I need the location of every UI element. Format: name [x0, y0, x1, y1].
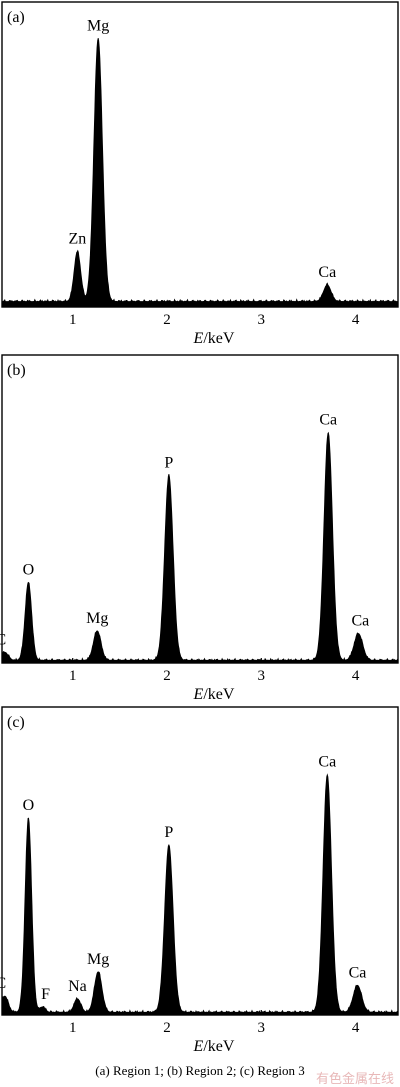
peak-label-o: O [23, 797, 35, 814]
panel-1: 1 2 3 4 E/keV (a) Zn Mg Ca [1, 1, 399, 347]
panel-2: 1 2 3 4 E/keV (b) C O Mg P Ca Ca [0, 354, 399, 703]
peak-label-na: Na [68, 978, 87, 995]
spectrum-trace [1, 773, 399, 1016]
peak-label-mg: Mg [87, 17, 109, 34]
peak-label-mg: Mg [86, 610, 108, 627]
peak-label-ca: Ca [318, 754, 336, 771]
peak-label-zn: Zn [69, 231, 87, 248]
x-tick-label: 4 [352, 668, 360, 684]
x-axis-label-symbol: E [193, 1038, 204, 1055]
x-tick-label: 4 [352, 1020, 360, 1036]
x-tick-label: 3 [258, 312, 266, 328]
figure-caption: (a) Region 1; (b) Region 2; (c) Region 3 [95, 1063, 305, 1078]
x-axis-label: E/keV [193, 1038, 235, 1055]
peak-label-f: F [41, 986, 50, 1003]
x-axis-label-unit: /keV [203, 686, 235, 703]
peak-label-ca: Ca [349, 964, 367, 981]
x-tick-label: 4 [352, 312, 360, 328]
spectrum-trace [1, 431, 399, 664]
x-axis-label-symbol: E [193, 330, 204, 347]
peak-label-p: P [164, 824, 173, 841]
panel-label: (c) [7, 714, 25, 731]
x-axis-label: E/keV [193, 686, 235, 703]
x-tick-label: 1 [69, 1020, 77, 1036]
x-tick-label: 1 [69, 668, 77, 684]
peak-label-ca: Ca [319, 412, 337, 429]
x-axis-label-unit: /keV [203, 330, 235, 347]
peak-label-c: C [0, 631, 6, 648]
x-tick-label: 2 [163, 312, 171, 328]
watermark: 有色金属在线 [315, 1072, 394, 1087]
plot-frame [1, 1, 399, 308]
peak-label-ca: Ca [352, 613, 370, 630]
x-tick-label: 3 [258, 1020, 266, 1036]
x-axis-label: E/keV [193, 330, 235, 347]
peak-label-o: O [23, 562, 35, 579]
peak-label-p: P [164, 454, 173, 471]
x-tick-label: 1 [69, 312, 77, 328]
x-tick-label: 2 [163, 668, 171, 684]
panel-label: (a) [7, 9, 25, 26]
plot-frame [1, 706, 399, 1016]
x-tick-label: 2 [163, 1020, 171, 1036]
x-axis-label-unit: /keV [203, 1038, 235, 1055]
spectrum-trace [1, 38, 399, 308]
peak-label-c: C [0, 975, 6, 992]
peak-label-ca: Ca [318, 264, 336, 281]
peak-label-mg: Mg [87, 951, 109, 968]
panel-label: (b) [7, 362, 26, 379]
x-axis-label-symbol: E [193, 686, 204, 703]
plot-frame [1, 354, 399, 664]
x-tick-label: 3 [258, 668, 266, 684]
